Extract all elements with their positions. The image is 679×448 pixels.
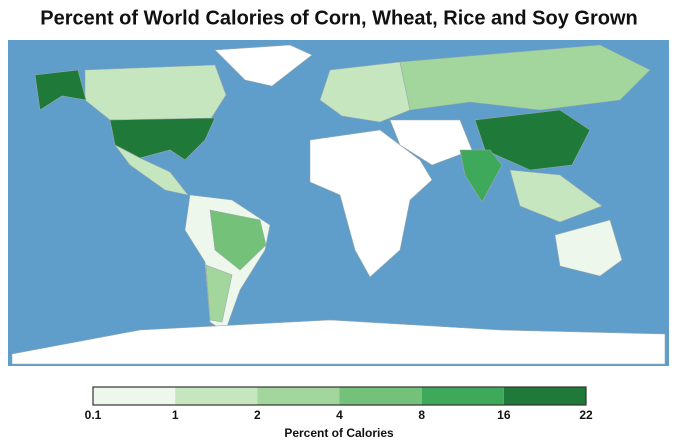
australia — [554, 219, 623, 277]
mexico — [114, 144, 189, 196]
legend-tick-label: 22 — [579, 408, 593, 422]
argentina — [205, 264, 233, 323]
legend-tick-label: 0.1 — [85, 408, 102, 422]
legend-swatch — [503, 387, 586, 405]
map — [8, 40, 669, 366]
legend-label: Percent of Calories — [284, 426, 394, 440]
india — [459, 149, 503, 203]
legend-tick-label: 16 — [497, 408, 511, 422]
legend-tick-label: 2 — [254, 408, 261, 422]
legend-tick-label: 4 — [336, 408, 343, 422]
legend-swatch — [339, 387, 422, 405]
greenland — [214, 44, 313, 87]
russia — [399, 44, 651, 111]
canada — [84, 64, 227, 121]
brazil — [209, 209, 267, 271]
antarctica — [11, 319, 666, 365]
alaska — [34, 69, 87, 111]
legend-tick-label: 1 — [172, 408, 179, 422]
title: Percent of World Calories of Corn, Wheat… — [40, 7, 638, 29]
africa — [309, 129, 433, 278]
legend-tick-label: 8 — [418, 408, 425, 422]
middle-east — [389, 119, 473, 166]
legend-swatch — [257, 387, 340, 405]
legend-swatch — [93, 387, 176, 405]
legend: Percent of Calories 0.1 1 2 4 8 16 22 — [85, 386, 593, 440]
southeast-asia — [509, 169, 603, 223]
legend-swatch — [421, 387, 504, 405]
legend-swatch — [175, 387, 258, 405]
legend-frame — [92, 386, 587, 406]
